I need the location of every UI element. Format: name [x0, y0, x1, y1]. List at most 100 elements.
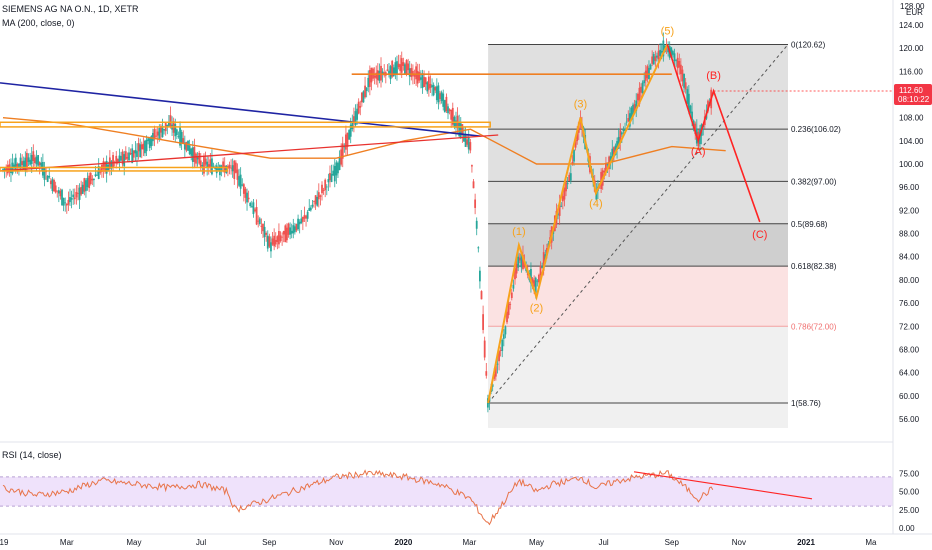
candle — [625, 121, 628, 123]
candle — [61, 189, 63, 206]
candle — [327, 179, 330, 183]
time-tick-label: May — [529, 538, 544, 547]
price-tick-label: 64.00 — [899, 369, 920, 378]
candle — [161, 125, 164, 138]
price-tick-label: 72.00 — [899, 322, 920, 331]
candle — [348, 130, 351, 140]
candle — [290, 230, 293, 234]
candle — [542, 252, 545, 271]
candle — [118, 155, 121, 163]
candle — [349, 124, 352, 137]
candle — [365, 87, 368, 92]
candle — [191, 147, 194, 162]
candle — [364, 85, 366, 98]
candle — [345, 134, 347, 150]
candle — [595, 190, 598, 200]
candle — [276, 236, 279, 243]
candle — [203, 156, 205, 174]
candle — [236, 169, 239, 180]
candle — [571, 161, 574, 165]
candle — [93, 178, 95, 181]
candle — [396, 61, 398, 74]
candle — [628, 113, 631, 127]
rsi-trendline — [633, 471, 813, 500]
candle — [353, 116, 355, 124]
candle — [57, 190, 60, 194]
candle — [477, 247, 480, 249]
candle — [250, 206, 253, 208]
candle — [43, 168, 46, 180]
candle — [244, 188, 247, 198]
candle — [54, 185, 57, 193]
candle — [405, 60, 408, 75]
candle — [684, 82, 687, 90]
candle — [451, 107, 454, 125]
fib-pink-zone — [488, 266, 788, 327]
candle — [281, 236, 284, 238]
candle — [211, 158, 213, 175]
candle — [654, 56, 657, 61]
candle — [392, 67, 395, 77]
candle — [38, 162, 41, 166]
candle — [260, 225, 263, 227]
candle — [329, 172, 331, 181]
candle — [274, 239, 277, 245]
candle — [538, 274, 540, 283]
price-tick-label: 96.00 — [899, 183, 920, 192]
candle — [357, 101, 360, 114]
candle — [380, 65, 382, 81]
candle — [185, 141, 188, 151]
candle — [386, 69, 389, 71]
candle — [557, 213, 559, 215]
candle — [158, 128, 161, 140]
candle — [649, 64, 652, 70]
candle — [64, 202, 67, 204]
wave-label: (4) — [589, 198, 602, 210]
candle — [657, 50, 660, 60]
candle — [394, 62, 397, 75]
candle — [646, 66, 649, 79]
candle — [622, 129, 625, 132]
correction-label: (A) — [691, 146, 706, 158]
price-tick-label: 88.00 — [899, 230, 920, 239]
candle — [389, 66, 392, 80]
price-tick-label: 56.00 — [899, 415, 920, 424]
candle — [121, 151, 124, 165]
candle — [333, 166, 336, 182]
candle — [59, 190, 62, 197]
fib-level-label: 0.382(97.00) — [791, 177, 837, 186]
candle — [262, 223, 264, 232]
candle — [85, 180, 87, 191]
candle — [356, 108, 358, 120]
candle — [293, 226, 296, 233]
candle — [246, 192, 248, 203]
candle — [424, 77, 427, 85]
candle — [144, 140, 146, 154]
candle — [34, 157, 36, 164]
price-tick-label: 100.00 — [899, 160, 924, 169]
candle — [346, 132, 349, 147]
candle — [207, 164, 210, 168]
candle — [14, 157, 17, 172]
candle — [319, 195, 322, 197]
candle — [16, 163, 19, 167]
candle — [660, 50, 663, 53]
candle — [30, 154, 33, 164]
candle — [435, 86, 438, 101]
candle — [180, 131, 183, 144]
candle — [233, 160, 236, 180]
price-tick-label: 104.00 — [899, 137, 924, 146]
candle — [651, 56, 654, 64]
candle — [231, 165, 234, 172]
candle — [270, 242, 272, 252]
candle — [502, 334, 505, 339]
candle — [215, 165, 218, 174]
candle — [407, 63, 410, 71]
support-zone-lower — [0, 166, 229, 172]
candle — [136, 151, 138, 157]
candle — [142, 143, 145, 150]
candle — [252, 202, 255, 215]
candle — [689, 105, 692, 113]
candle — [32, 151, 35, 161]
